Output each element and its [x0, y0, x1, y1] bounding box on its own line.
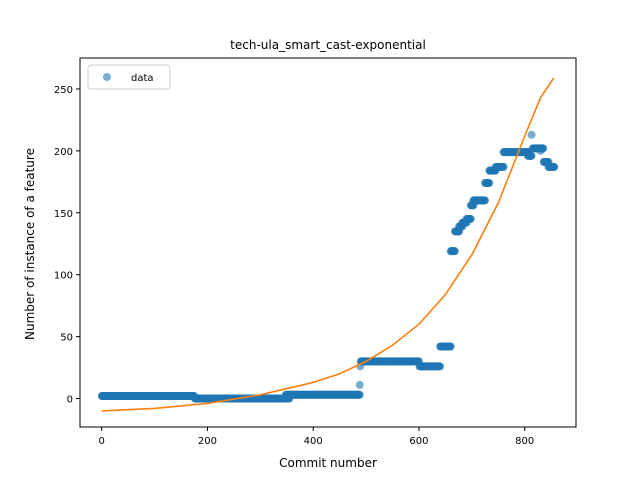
fit-line [101, 77, 555, 412]
axes-frame [79, 57, 577, 428]
data-point [499, 162, 508, 171]
y-tick-label: 150 [54, 209, 73, 220]
data-point [466, 214, 475, 223]
data-point [550, 162, 559, 171]
data-point [355, 390, 364, 399]
y-tick-label: 0 [67, 395, 73, 406]
axes: 0 200 400 600 800 0 50 100 150 200 250 [54, 57, 577, 447]
data-point [436, 362, 445, 371]
data-point [523, 148, 532, 157]
legend-label-data: data [131, 73, 154, 84]
data-point [527, 130, 536, 139]
y-tick-label: 200 [54, 147, 73, 158]
legend-marker-data [103, 73, 111, 81]
y-axis-label: Number of instance of a feature [23, 148, 37, 340]
plot-clip-group [97, 77, 559, 412]
x-tick-label: 600 [409, 436, 428, 447]
plot-area [97, 77, 559, 412]
x-tick-label: 400 [304, 436, 323, 447]
y-tick-label: 100 [54, 271, 73, 282]
y-tick-label: 250 [54, 85, 73, 96]
data-point [536, 146, 545, 155]
data-point [355, 380, 364, 389]
x-tick-label: 200 [198, 436, 217, 447]
chart-title: tech-ula_smart_cast-exponential [230, 38, 426, 52]
legend: data [87, 64, 171, 90]
data-point [450, 247, 459, 256]
data-point [485, 179, 494, 188]
x-tick-label: 800 [515, 436, 534, 447]
x-tick-label: 0 [98, 436, 104, 447]
legend-box [87, 64, 171, 90]
data-point [446, 342, 455, 351]
y-tick-label: 50 [60, 333, 73, 344]
x-axis-label: Commit number [279, 456, 377, 470]
data-point [481, 196, 490, 205]
